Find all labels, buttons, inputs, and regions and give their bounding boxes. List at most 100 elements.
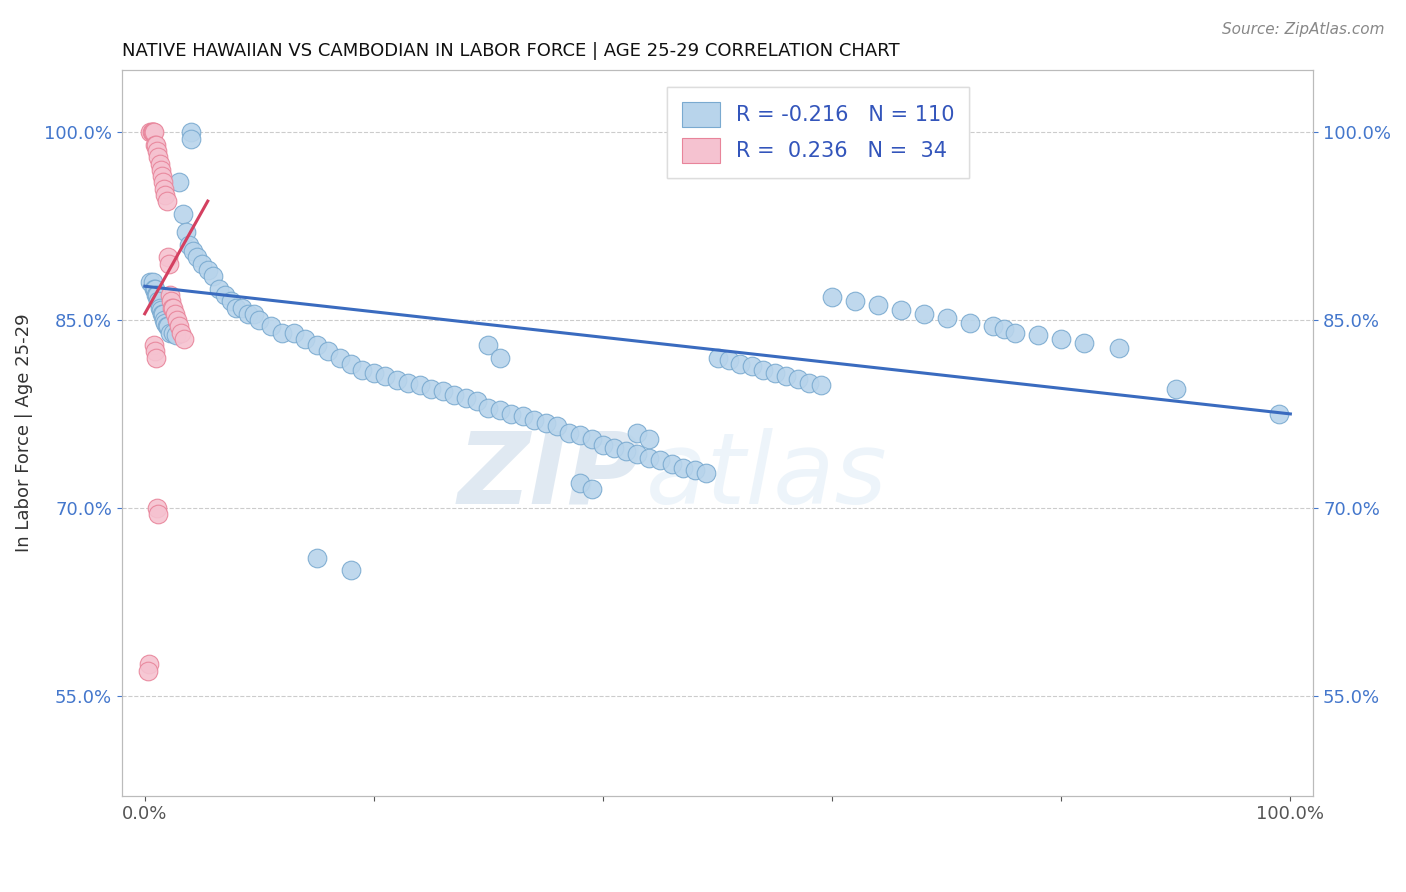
Point xyxy=(142,125,165,139)
Point xyxy=(149,156,172,170)
Point xyxy=(148,294,170,309)
Text: NATIVE HAWAIIAN VS CAMBODIAN IN LABOR FORCE | AGE 25-29 CORRELATION CHART: NATIVE HAWAIIAN VS CAMBODIAN IN LABOR FO… xyxy=(122,42,900,60)
Point xyxy=(157,257,180,271)
Point xyxy=(145,137,167,152)
Point xyxy=(993,322,1015,336)
Point xyxy=(162,326,184,340)
Point xyxy=(150,169,173,183)
Point xyxy=(420,382,443,396)
Point xyxy=(305,338,328,352)
Point xyxy=(247,313,270,327)
Point xyxy=(160,294,183,309)
Point xyxy=(152,175,174,189)
Point xyxy=(489,403,512,417)
Point xyxy=(197,263,219,277)
Point xyxy=(1050,332,1073,346)
Point xyxy=(454,391,477,405)
Point xyxy=(260,319,283,334)
Point xyxy=(396,376,419,390)
Point xyxy=(752,363,775,377)
Point xyxy=(557,425,579,440)
Point xyxy=(352,363,374,377)
Point xyxy=(799,376,821,390)
Point xyxy=(146,144,169,158)
Point xyxy=(173,332,195,346)
Point xyxy=(465,394,488,409)
Point xyxy=(231,301,253,315)
Text: atlas: atlas xyxy=(647,428,887,524)
Point xyxy=(706,351,728,365)
Point xyxy=(145,288,167,302)
Point xyxy=(236,307,259,321)
Point xyxy=(159,288,181,302)
Legend: R = -0.216   N = 110, R =  0.236   N =  34: R = -0.216 N = 110, R = 0.236 N = 34 xyxy=(668,87,969,178)
Point xyxy=(316,344,339,359)
Point xyxy=(477,338,499,352)
Point xyxy=(152,307,174,321)
Point xyxy=(935,310,957,325)
Point xyxy=(844,294,866,309)
Point xyxy=(581,482,603,496)
Point xyxy=(730,357,752,371)
Point xyxy=(626,425,648,440)
Point xyxy=(683,463,706,477)
Point xyxy=(592,438,614,452)
Point xyxy=(763,366,786,380)
Point xyxy=(165,328,187,343)
Point xyxy=(718,353,741,368)
Point xyxy=(153,181,176,195)
Point xyxy=(409,378,432,392)
Point xyxy=(603,441,626,455)
Point xyxy=(385,373,408,387)
Point xyxy=(569,428,592,442)
Point xyxy=(512,409,534,424)
Point xyxy=(146,288,169,302)
Point xyxy=(219,294,242,309)
Point xyxy=(271,326,294,340)
Point xyxy=(163,307,186,321)
Point xyxy=(890,303,912,318)
Point xyxy=(156,251,179,265)
Point xyxy=(242,307,264,321)
Point xyxy=(626,447,648,461)
Point xyxy=(156,319,179,334)
Point xyxy=(202,269,225,284)
Point xyxy=(340,563,363,577)
Point xyxy=(148,507,170,521)
Point xyxy=(328,351,350,365)
Point xyxy=(159,326,181,340)
Point xyxy=(637,450,659,465)
Point xyxy=(283,326,305,340)
Point xyxy=(148,150,170,164)
Point xyxy=(294,332,316,346)
Text: Source: ZipAtlas.com: Source: ZipAtlas.com xyxy=(1222,22,1385,37)
Point xyxy=(167,319,190,334)
Point xyxy=(695,466,717,480)
Point xyxy=(432,384,454,399)
Point xyxy=(139,125,162,139)
Point xyxy=(149,162,172,177)
Point xyxy=(142,276,165,290)
Point xyxy=(142,125,165,139)
Point xyxy=(214,288,236,302)
Point xyxy=(153,313,176,327)
Point xyxy=(162,301,184,315)
Point xyxy=(443,388,465,402)
Point xyxy=(136,664,159,678)
Point xyxy=(174,226,197,240)
Point xyxy=(981,319,1004,334)
Point xyxy=(672,460,695,475)
Point xyxy=(155,187,177,202)
Point xyxy=(821,291,844,305)
Point xyxy=(191,257,214,271)
Point xyxy=(1108,341,1130,355)
Point xyxy=(225,301,247,315)
Point xyxy=(1268,407,1291,421)
Point xyxy=(145,351,167,365)
Point xyxy=(139,276,162,290)
Point xyxy=(155,319,177,334)
Point xyxy=(1004,326,1026,340)
Point xyxy=(661,457,683,471)
Point xyxy=(150,307,173,321)
Point xyxy=(180,125,202,139)
